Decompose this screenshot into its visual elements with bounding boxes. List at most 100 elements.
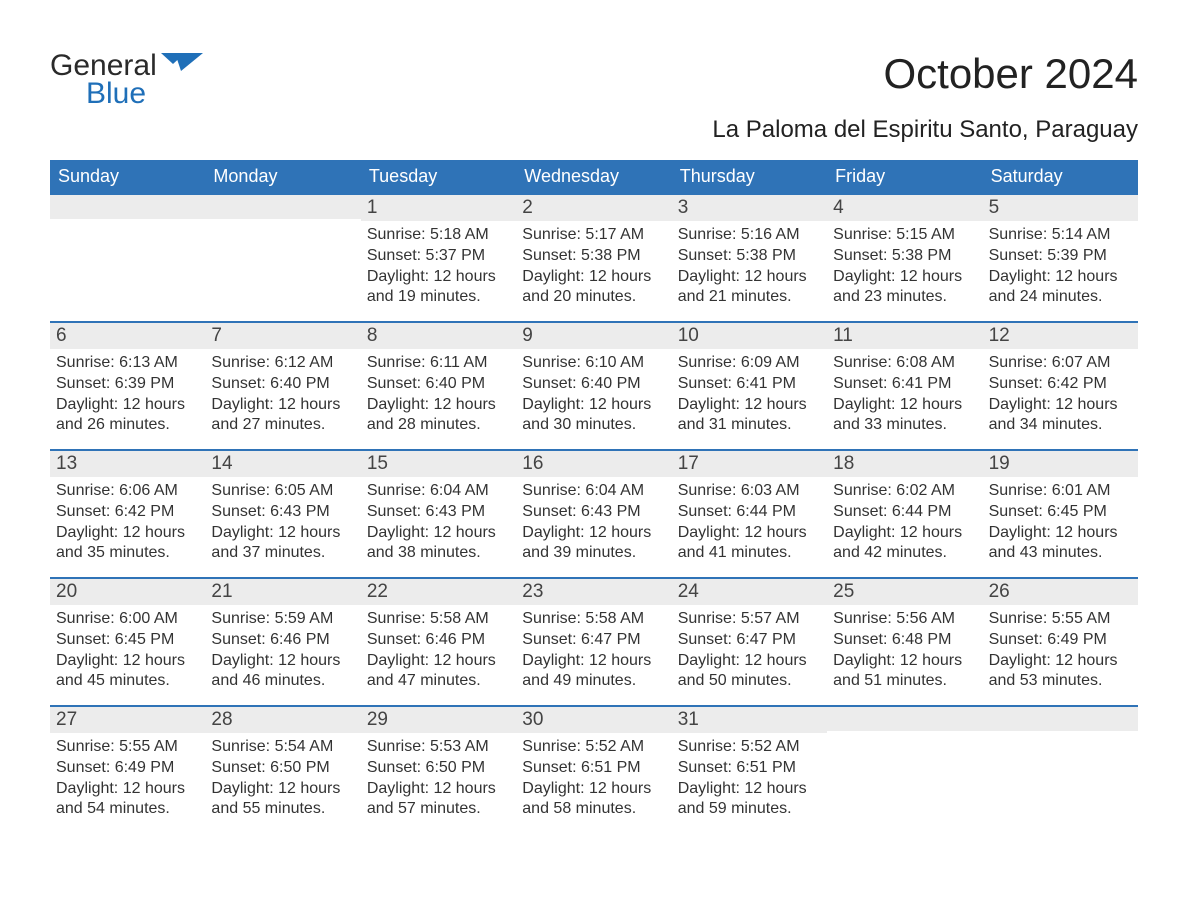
day-dl1: Daylight: 12 hours: [367, 523, 510, 544]
day-dl2: and 28 minutes.: [367, 415, 510, 436]
week-row: 20Sunrise: 6:00 AMSunset: 6:45 PMDayligh…: [50, 577, 1138, 705]
brand-logo: General Blue: [50, 50, 203, 109]
day-number-row: [827, 705, 982, 731]
day-dl2: and 21 minutes.: [678, 287, 821, 308]
day-sunset: Sunset: 6:43 PM: [367, 502, 510, 523]
day-dl2: and 49 minutes.: [522, 671, 665, 692]
day-cell: 26Sunrise: 5:55 AMSunset: 6:49 PMDayligh…: [983, 577, 1138, 705]
day-number: 18: [833, 453, 854, 474]
calendar: SundayMondayTuesdayWednesdayThursdayFrid…: [50, 160, 1138, 833]
day-number-row: 14: [205, 449, 360, 477]
day-sunset: Sunset: 6:49 PM: [56, 758, 199, 779]
week-row: 6Sunrise: 6:13 AMSunset: 6:39 PMDaylight…: [50, 321, 1138, 449]
day-cell: 8Sunrise: 6:11 AMSunset: 6:40 PMDaylight…: [361, 321, 516, 449]
day-number: 29: [367, 709, 388, 730]
day-body: Sunrise: 5:56 AMSunset: 6:48 PMDaylight:…: [827, 605, 982, 692]
day-dl2: and 24 minutes.: [989, 287, 1132, 308]
day-sunrise: Sunrise: 6:09 AM: [678, 353, 821, 374]
day-number: 31: [678, 709, 699, 730]
day-body: Sunrise: 5:52 AMSunset: 6:51 PMDaylight:…: [672, 733, 827, 820]
day-cell: 16Sunrise: 6:04 AMSunset: 6:43 PMDayligh…: [516, 449, 671, 577]
day-number: 9: [522, 325, 533, 346]
day-body: Sunrise: 5:57 AMSunset: 6:47 PMDaylight:…: [672, 605, 827, 692]
day-dl1: Daylight: 12 hours: [56, 651, 199, 672]
day-dl2: and 27 minutes.: [211, 415, 354, 436]
day-sunset: Sunset: 6:44 PM: [833, 502, 976, 523]
day-sunrise: Sunrise: 6:06 AM: [56, 481, 199, 502]
day-dl2: and 43 minutes.: [989, 543, 1132, 564]
day-number-row: 2: [516, 193, 671, 221]
day-body: Sunrise: 5:58 AMSunset: 6:46 PMDaylight:…: [361, 605, 516, 692]
week-row: 1Sunrise: 5:18 AMSunset: 5:37 PMDaylight…: [50, 193, 1138, 321]
day-number: 8: [367, 325, 378, 346]
day-number: 15: [367, 453, 388, 474]
day-sunrise: Sunrise: 5:59 AM: [211, 609, 354, 630]
day-sunset: Sunset: 6:42 PM: [56, 502, 199, 523]
day-number-row: 9: [516, 321, 671, 349]
day-number: 28: [211, 709, 232, 730]
day-number: 19: [989, 453, 1010, 474]
day-sunset: Sunset: 6:41 PM: [678, 374, 821, 395]
day-dl1: Daylight: 12 hours: [989, 523, 1132, 544]
day-sunset: Sunset: 6:40 PM: [211, 374, 354, 395]
day-number: 16: [522, 453, 543, 474]
day-number-row: 17: [672, 449, 827, 477]
day-number-row: 20: [50, 577, 205, 605]
day-sunset: Sunset: 5:38 PM: [833, 246, 976, 267]
day-body: Sunrise: 5:17 AMSunset: 5:38 PMDaylight:…: [516, 221, 671, 308]
day-number-row: [205, 193, 360, 219]
day-dl2: and 45 minutes.: [56, 671, 199, 692]
day-sunrise: Sunrise: 6:03 AM: [678, 481, 821, 502]
day-sunrise: Sunrise: 6:00 AM: [56, 609, 199, 630]
day-dl1: Daylight: 12 hours: [522, 395, 665, 416]
weekday-header: Tuesday: [361, 160, 516, 193]
week-row: 27Sunrise: 5:55 AMSunset: 6:49 PMDayligh…: [50, 705, 1138, 833]
day-dl2: and 30 minutes.: [522, 415, 665, 436]
day-sunset: Sunset: 6:50 PM: [367, 758, 510, 779]
day-sunrise: Sunrise: 6:07 AM: [989, 353, 1132, 374]
day-number-row: 22: [361, 577, 516, 605]
day-sunrise: Sunrise: 5:55 AM: [989, 609, 1132, 630]
day-number: 26: [989, 581, 1010, 602]
weekday-header: Wednesday: [516, 160, 671, 193]
day-body: Sunrise: 6:06 AMSunset: 6:42 PMDaylight:…: [50, 477, 205, 564]
day-number-row: [983, 705, 1138, 731]
day-sunrise: Sunrise: 5:16 AM: [678, 225, 821, 246]
day-dl2: and 33 minutes.: [833, 415, 976, 436]
day-sunset: Sunset: 6:39 PM: [56, 374, 199, 395]
day-cell: 3Sunrise: 5:16 AMSunset: 5:38 PMDaylight…: [672, 193, 827, 321]
day-body: Sunrise: 6:13 AMSunset: 6:39 PMDaylight:…: [50, 349, 205, 436]
day-sunrise: Sunrise: 6:10 AM: [522, 353, 665, 374]
day-body: Sunrise: 6:09 AMSunset: 6:41 PMDaylight:…: [672, 349, 827, 436]
day-dl1: Daylight: 12 hours: [522, 779, 665, 800]
day-number-row: 4: [827, 193, 982, 221]
day-number-row: 10: [672, 321, 827, 349]
day-number: 14: [211, 453, 232, 474]
day-number-row: 31: [672, 705, 827, 733]
day-body: Sunrise: 6:04 AMSunset: 6:43 PMDaylight:…: [361, 477, 516, 564]
day-body: Sunrise: 5:59 AMSunset: 6:46 PMDaylight:…: [205, 605, 360, 692]
day-sunrise: Sunrise: 6:08 AM: [833, 353, 976, 374]
day-dl2: and 38 minutes.: [367, 543, 510, 564]
day-number-row: 18: [827, 449, 982, 477]
brand-word2: Blue: [50, 78, 203, 110]
day-number-row: 16: [516, 449, 671, 477]
day-number-row: 1: [361, 193, 516, 221]
day-body: Sunrise: 5:58 AMSunset: 6:47 PMDaylight:…: [516, 605, 671, 692]
day-sunrise: Sunrise: 5:58 AM: [367, 609, 510, 630]
day-number: 7: [211, 325, 222, 346]
day-sunset: Sunset: 6:40 PM: [367, 374, 510, 395]
day-dl2: and 53 minutes.: [989, 671, 1132, 692]
day-cell: 27Sunrise: 5:55 AMSunset: 6:49 PMDayligh…: [50, 705, 205, 833]
title-block: October 2024 La Paloma del Espiritu Sant…: [712, 50, 1138, 154]
day-dl1: Daylight: 12 hours: [367, 651, 510, 672]
week-row: 13Sunrise: 6:06 AMSunset: 6:42 PMDayligh…: [50, 449, 1138, 577]
day-sunset: Sunset: 6:50 PM: [211, 758, 354, 779]
day-cell: 25Sunrise: 5:56 AMSunset: 6:48 PMDayligh…: [827, 577, 982, 705]
day-sunset: Sunset: 6:41 PM: [833, 374, 976, 395]
day-number: 10: [678, 325, 699, 346]
day-body: Sunrise: 5:53 AMSunset: 6:50 PMDaylight:…: [361, 733, 516, 820]
day-number-row: 26: [983, 577, 1138, 605]
day-sunset: Sunset: 6:49 PM: [989, 630, 1132, 651]
day-dl2: and 26 minutes.: [56, 415, 199, 436]
